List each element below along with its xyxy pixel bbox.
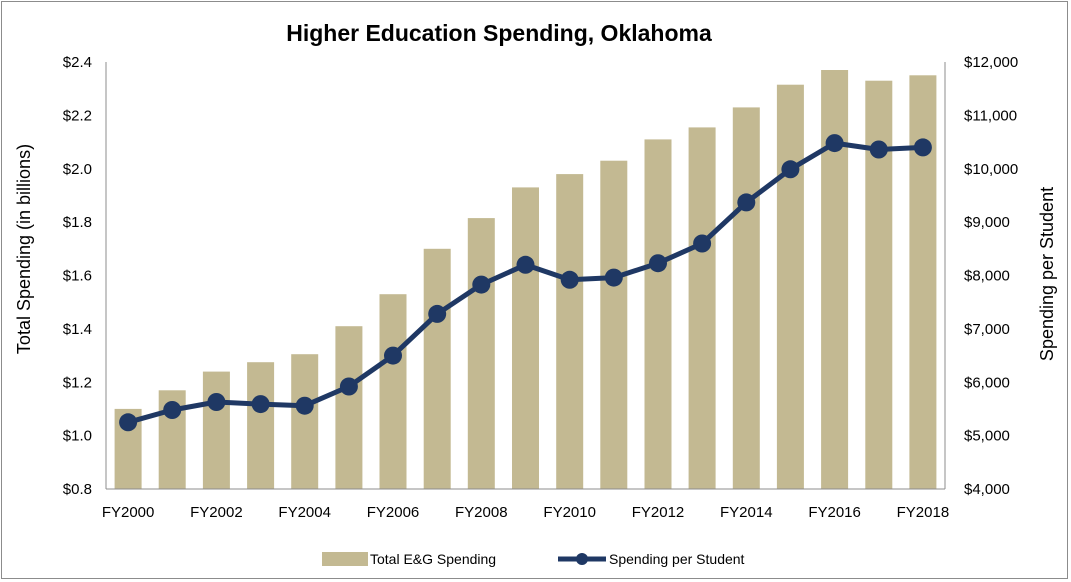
right-tick-label: $10,000: [964, 161, 1018, 178]
left-tick-label: $0.8: [63, 481, 92, 498]
point-FY2001: [163, 401, 182, 419]
x-tick-label: FY2012: [632, 504, 685, 521]
right-tick-label: $4,000: [964, 481, 1010, 498]
chart-title: Higher Education Spending, Oklahoma: [286, 20, 712, 46]
left-axis-ticks: $0.8 $1.0 $1.2 $1.4 $1.6 $1.8 $2.0 $2.2 $2.4: [63, 54, 92, 498]
legend: Total E&G Spending Spending per Student: [322, 551, 745, 567]
left-tick-label: $1.6: [63, 268, 92, 285]
left-axis-title: Total Spending (in billions): [14, 144, 34, 354]
bar-FY2003: [247, 362, 275, 489]
left-tick-label: $1.2: [63, 374, 92, 391]
x-tick-label: FY2000: [102, 504, 155, 521]
x-tick-label: FY2002: [190, 504, 243, 521]
bar-FY2016: [821, 70, 849, 489]
x-tick-label: FY2010: [543, 504, 596, 521]
point-FY2011: [604, 268, 623, 287]
point-FY2006: [384, 346, 402, 365]
x-tick-label: FY2008: [455, 504, 508, 521]
right-tick-label: $5,000: [964, 428, 1010, 445]
legend-swatch-bar: [322, 552, 368, 566]
bar-FY2018: [909, 75, 937, 490]
bar-FY2009: [512, 187, 539, 489]
bar-series: [114, 70, 937, 490]
left-tick-label: $1.4: [63, 321, 92, 338]
bar-FY2014: [732, 107, 760, 490]
bar-FY2015: [776, 84, 804, 489]
point-FY2010: [560, 270, 579, 289]
right-tick-label: $9,000: [964, 214, 1010, 231]
legend-label-bar: Total E&G Spending: [370, 551, 496, 567]
bar-FY2008: [467, 218, 495, 489]
left-tick-label: $2.4: [63, 54, 92, 71]
right-tick-label: $11,000: [964, 107, 1017, 124]
point-FY2014: [737, 193, 756, 212]
point-FY2015: [781, 160, 800, 179]
point-FY2013: [693, 234, 712, 253]
x-tick-label: FY2006: [367, 504, 420, 521]
left-tick-label: $1.8: [63, 214, 92, 231]
x-tick-label: FY2016: [808, 504, 861, 521]
x-tick-label: FY2014: [720, 504, 773, 521]
right-tick-label: $7,000: [964, 321, 1010, 338]
bar-FY2004: [291, 354, 319, 489]
point-FY2017: [869, 140, 888, 159]
bar-FY2007: [423, 248, 451, 489]
right-tick-label: $6,000: [964, 374, 1010, 391]
point-FY2012: [649, 254, 667, 273]
x-axis-ticks: FY2000 FY2002 FY2004 FY2006 FY2008 FY2010 FY20…: [102, 504, 949, 521]
point-FY2002: [207, 393, 226, 411]
bar-FY2002: [202, 371, 230, 489]
point-FY2007: [428, 304, 447, 323]
point-FY2005: [339, 377, 358, 396]
point-FY2018: [913, 138, 932, 157]
point-FY2016: [825, 134, 844, 153]
left-tick-label: $1.0: [63, 428, 92, 445]
axes: [105, 62, 946, 490]
bar-FY2010: [556, 174, 584, 489]
bar-FY2006: [379, 294, 407, 489]
x-tick-label: FY2004: [278, 504, 331, 521]
bar-FY2005: [335, 326, 363, 489]
point-FY2009: [516, 255, 535, 274]
legend-swatch-marker: [576, 553, 588, 565]
bar-FY2011: [600, 160, 628, 489]
right-tick-label: $12,000: [964, 54, 1018, 71]
line-series: [119, 134, 932, 432]
point-FY2003: [251, 395, 270, 414]
legend-label-line: Spending per Student: [609, 551, 745, 567]
left-tick-label: $2.0: [63, 161, 92, 178]
right-axis-ticks: $4,000 $5,000 $6,000 $7,000 $8,000 $9,000 $10,…: [964, 54, 1018, 498]
right-axis-title: Spending per Student: [1037, 187, 1057, 361]
bar-FY2012: [644, 139, 672, 489]
point-FY2008: [472, 275, 491, 294]
left-tick-label: $2.2: [63, 107, 92, 124]
point-FY2004: [295, 396, 314, 415]
right-tick-label: $8,000: [964, 268, 1010, 285]
x-tick-label: FY2018: [897, 504, 950, 521]
bar-FY2013: [688, 127, 716, 490]
point-FY2000: [119, 413, 138, 432]
